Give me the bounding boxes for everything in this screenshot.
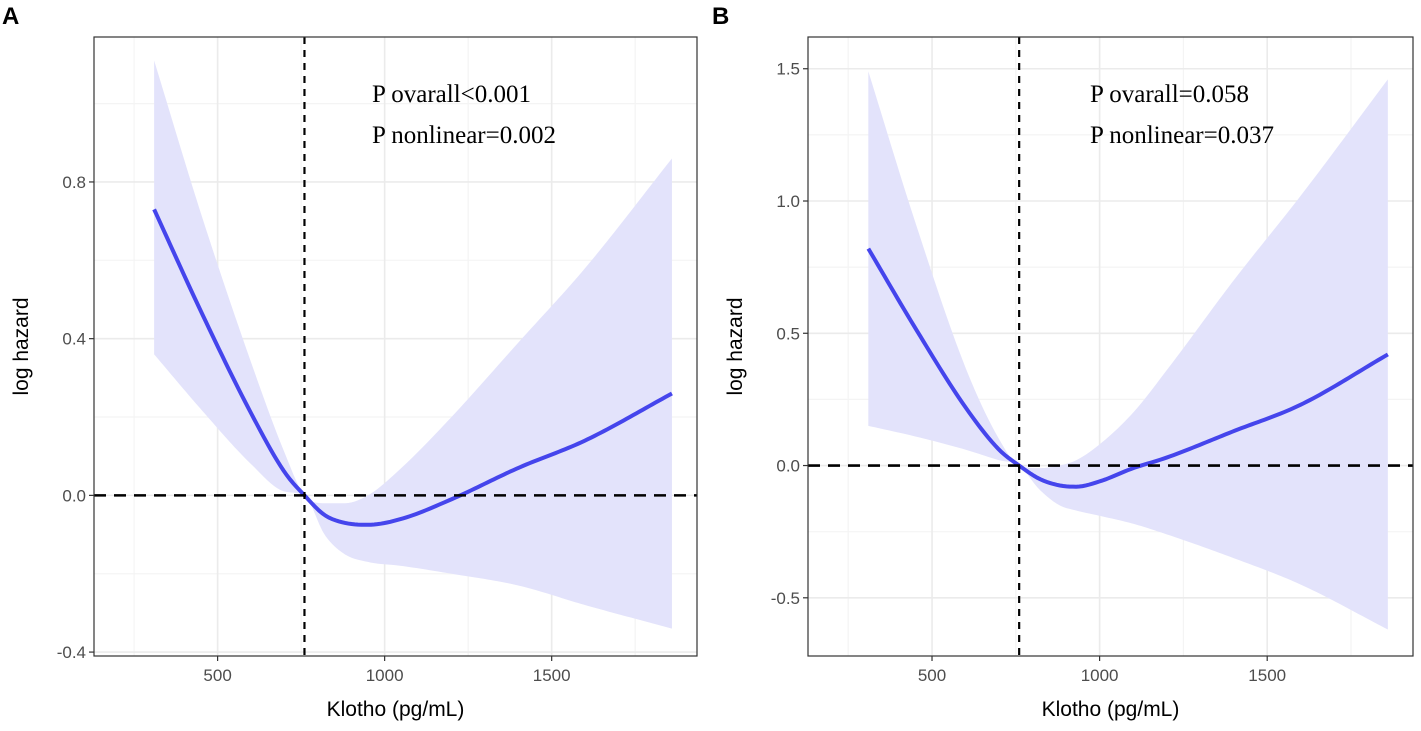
panel-b-x-axis-title: Klotho (pg/mL)	[1042, 698, 1180, 721]
panel-a-p-overall: P ovarall<0.001	[372, 81, 531, 108]
y-tick-label: 0.0	[776, 457, 800, 476]
panel-b-x-axis: 500 1000 1500	[918, 656, 1286, 685]
x-tick-label: 1500	[1248, 666, 1286, 685]
y-tick-label: 0.4	[62, 330, 86, 349]
panel-b: B -0.5 0.0 0.5 1.0 1.5 500 1000 1500 P ovarall…	[712, 3, 1414, 721]
panel-a-label: A	[2, 3, 19, 30]
panel-a-p-nonlinear: P nonlinear=0.002	[372, 122, 556, 149]
panel-a-y-axis: -0.4 0.0 0.4 0.8	[57, 173, 94, 662]
y-tick-label: -0.5	[771, 589, 800, 608]
panel-b-p-overall: P ovarall=0.058	[1090, 81, 1249, 108]
panel-b-y-axis: -0.5 0.0 0.5 1.0 1.5	[771, 60, 808, 608]
panel-a-plot-border	[93, 36, 698, 657]
panel-a-estimate-line	[152, 208, 673, 527]
x-tick-label: 500	[203, 666, 231, 685]
y-tick-label: 0.8	[62, 173, 86, 192]
y-tick-label: 0.0	[62, 486, 86, 505]
panel-b-p-nonlinear: P nonlinear=0.037	[1090, 122, 1274, 149]
panel-b-confidence-band	[868, 71, 1388, 630]
panel-b-y-axis-title: log hazard	[724, 297, 747, 395]
x-tick-label: 1500	[533, 666, 571, 685]
y-tick-label: 1.0	[776, 192, 800, 211]
panel-a-x-axis: 500 1000 1500	[203, 656, 571, 685]
x-tick-label: 1000	[1081, 666, 1119, 685]
y-tick-label: 0.5	[776, 324, 800, 343]
panel-a-y-axis-title: log hazard	[10, 297, 33, 395]
panel-b-estimate-line	[866, 247, 1389, 489]
x-tick-label: 500	[918, 666, 946, 685]
panel-a-x-axis-title: Klotho (pg/mL)	[327, 698, 465, 721]
panel-b-plot-border	[807, 36, 1414, 657]
y-tick-label: -0.4	[57, 643, 86, 662]
panel-a: A -0.4 0.0 0.4 0.8 500 1000 1500 P ovarall<0.…	[2, 3, 698, 721]
panel-a-confidence-band	[154, 60, 672, 629]
y-tick-label: 1.5	[776, 60, 800, 79]
panel-b-label: B	[712, 3, 729, 30]
x-tick-label: 1000	[366, 666, 404, 685]
